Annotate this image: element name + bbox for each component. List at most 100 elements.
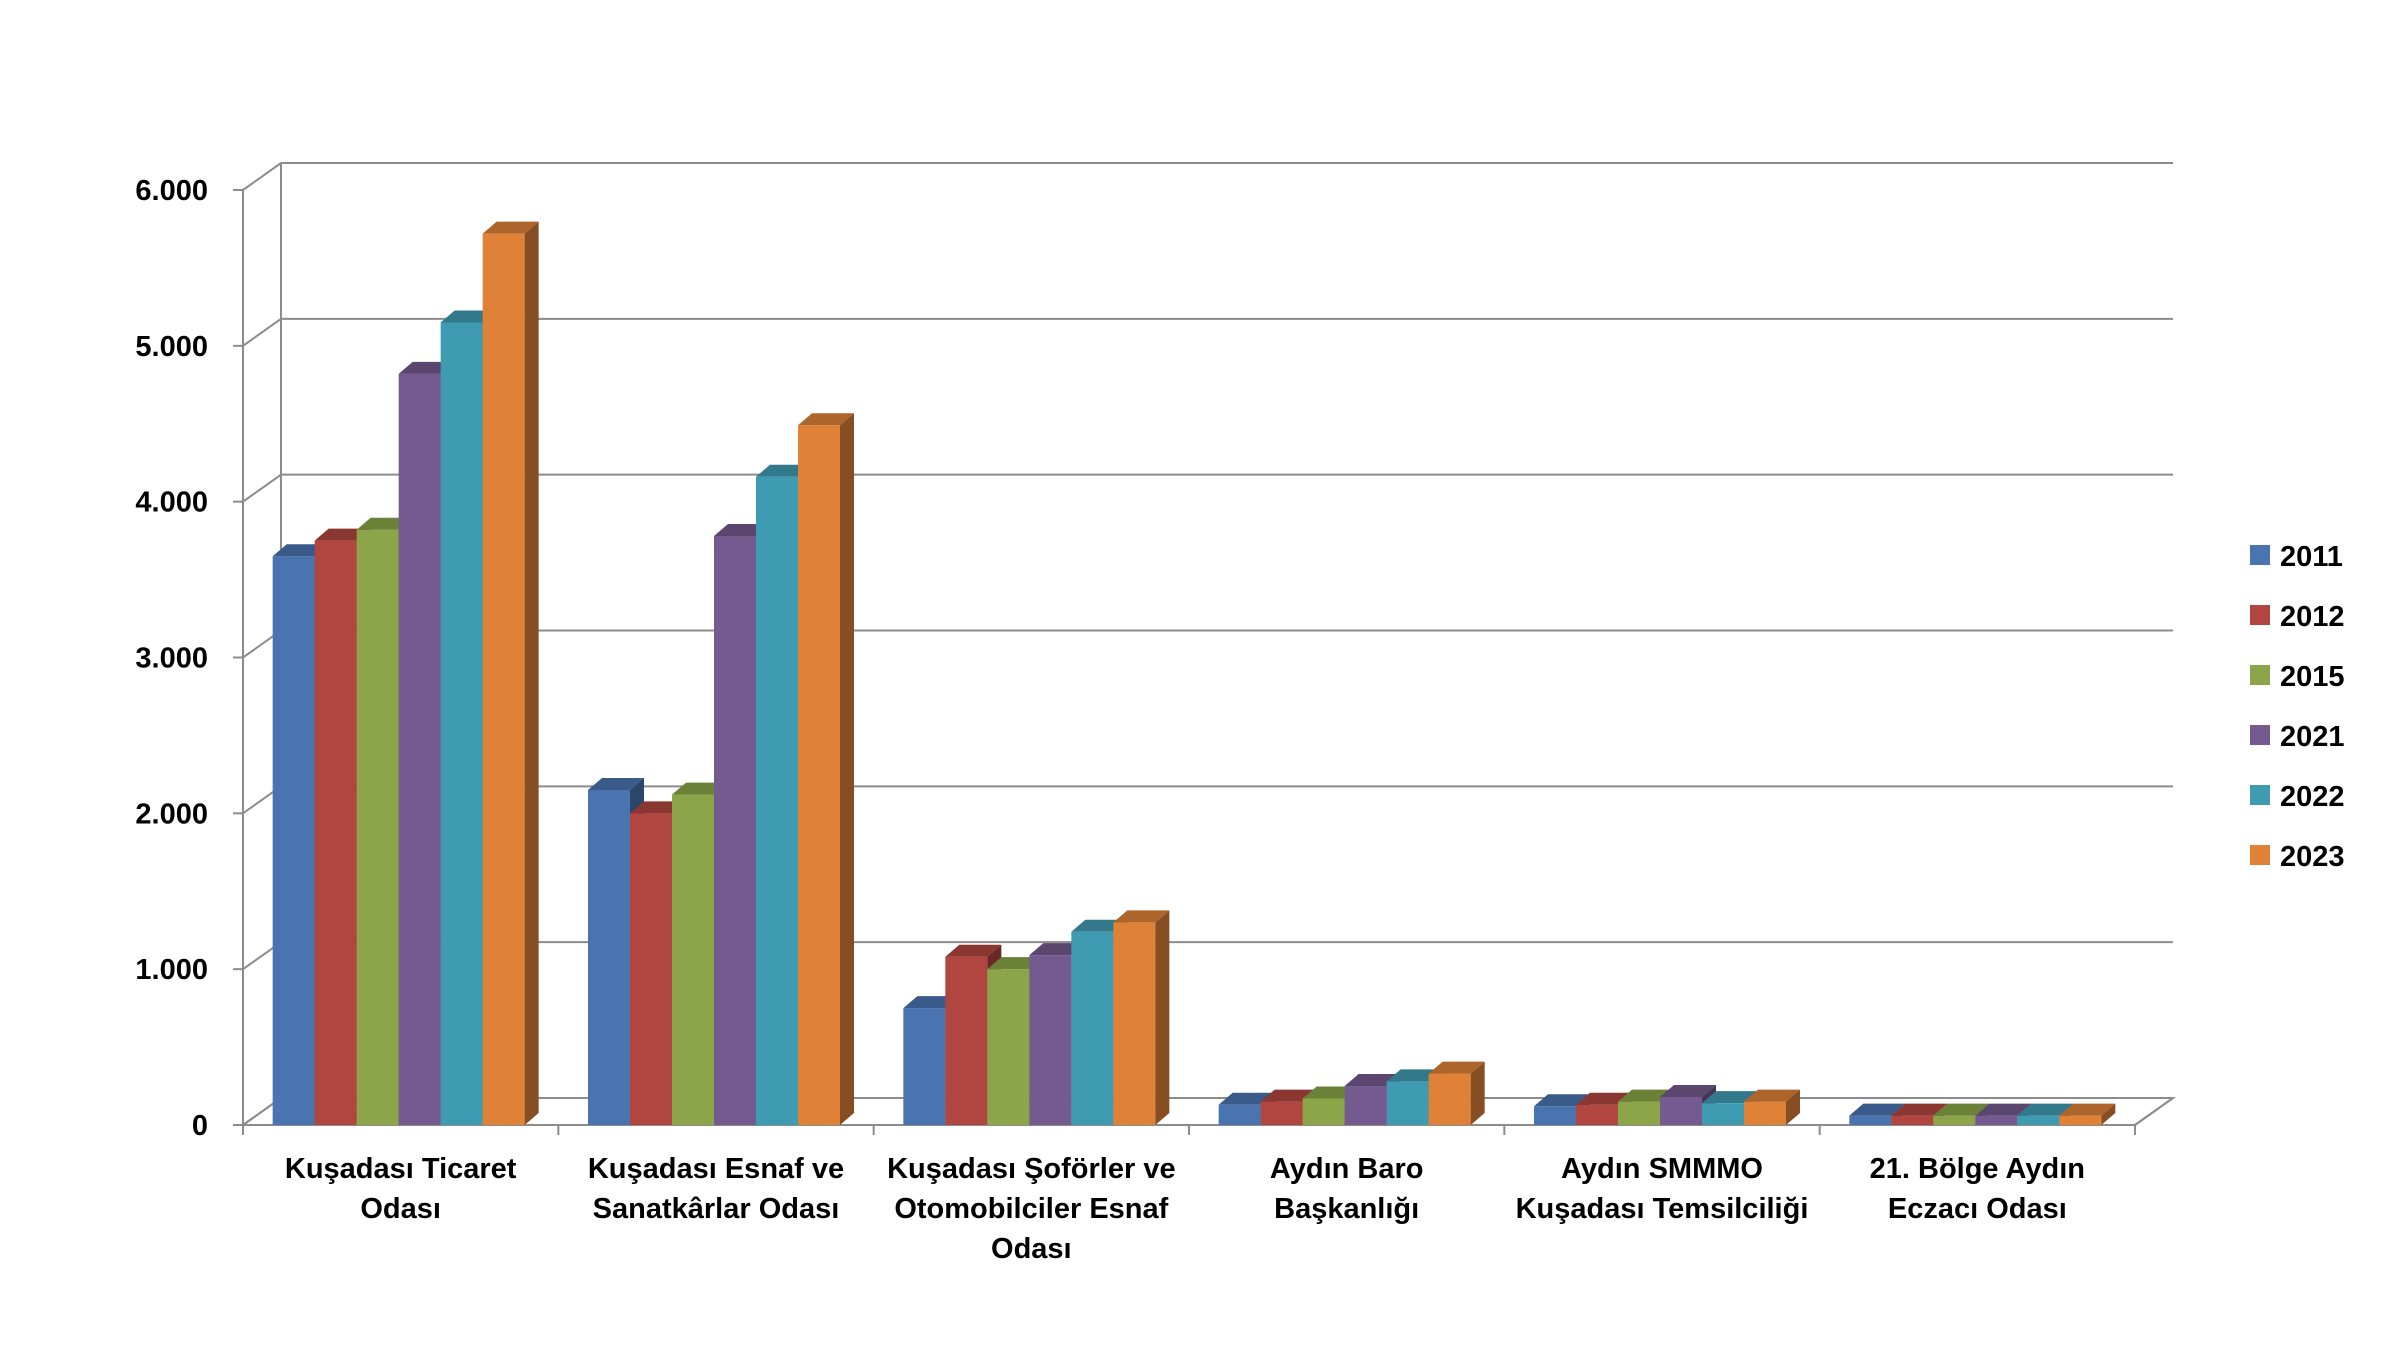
bar-top [1428, 1061, 1485, 1074]
bar-top [588, 777, 644, 790]
y-tick-label: 6.000 [135, 175, 208, 207]
bar-side [2101, 1103, 2116, 1125]
legend-entry: 2012 [2250, 601, 2345, 633]
legend-entry: 2021 [2250, 721, 2345, 753]
legend-label: 2023 [2280, 841, 2345, 873]
gridline-side [242, 473, 282, 503]
x-category-label: 21. Bölge Aydın [1870, 1153, 2085, 1185]
bar-top [798, 413, 854, 426]
x-category-label: Odası [991, 1233, 1072, 1265]
legend-entry: 2022 [2250, 781, 2345, 813]
legend-swatch [2250, 845, 2270, 865]
legend-entry: 2015 [2250, 661, 2345, 693]
bar-front [398, 373, 441, 1126]
bar-front [1071, 931, 1114, 1125]
bar-top [1933, 1103, 1990, 1116]
bar-front [945, 956, 988, 1125]
x-category-label: Odası [360, 1193, 441, 1225]
bar-front [672, 794, 714, 1125]
bar-front [903, 1008, 946, 1125]
bar-front [756, 476, 798, 1125]
bars [272, 221, 2116, 1126]
x-category-label: Aydın SMMMO [1561, 1153, 1763, 1185]
floor-edge [2134, 1097, 2174, 1126]
bar-side [1786, 1089, 1800, 1125]
y-tick-label: 5.000 [135, 331, 208, 363]
bar-front [1702, 1103, 1744, 1125]
legend-label: 2021 [2280, 721, 2345, 753]
bar-2023 [1428, 1061, 1485, 1125]
bar-top [1702, 1091, 1758, 1104]
bar-front [714, 535, 756, 1125]
x-category-label: Sanatkârlar Odası [593, 1193, 840, 1225]
legend-swatch [2250, 785, 2270, 805]
bar-top [1975, 1103, 2032, 1116]
bar-front [1218, 1104, 1261, 1125]
gridline-side [242, 162, 282, 191]
bar-front [1260, 1101, 1303, 1125]
legend: 2011 2012 2015 2021 2022 2023 [2250, 541, 2345, 873]
y-tick-label: 0 [192, 1110, 208, 1142]
bar-front [1576, 1104, 1618, 1125]
bar-front [1386, 1081, 1429, 1125]
legend-label: 2011 [2280, 541, 2343, 573]
bar-top [2017, 1103, 2074, 1116]
gridline-side [242, 318, 282, 347]
bar-front [482, 233, 525, 1126]
bar-2023 [2059, 1103, 2116, 1125]
legend-label: 2022 [2280, 781, 2345, 813]
bar-front [1113, 922, 1156, 1125]
bar-top [945, 944, 1002, 957]
bar-front [1933, 1115, 1976, 1125]
bar-front [630, 813, 672, 1125]
bar-front [1849, 1115, 1892, 1125]
y-tick-label: 4.000 [135, 487, 208, 519]
bar-side [840, 413, 854, 1125]
legend-swatch [2250, 545, 2270, 565]
bar-side [1155, 910, 1170, 1125]
bar-front [1534, 1106, 1576, 1125]
bar-front [1975, 1115, 2018, 1125]
bar-top [1534, 1094, 1590, 1107]
bar-front [1660, 1096, 1702, 1125]
y-tick-label: 2.000 [135, 798, 208, 830]
bar-top [1891, 1103, 1948, 1116]
y-tick-label: 1.000 [135, 954, 208, 986]
bar-top [1113, 910, 1170, 923]
legend-entry: 2011 [2250, 541, 2343, 573]
bar-top [2059, 1103, 2116, 1116]
legend-swatch [2250, 605, 2270, 625]
bar-2023 [1113, 910, 1170, 1125]
legend-entry: 2023 [2250, 841, 2345, 873]
legend-swatch [2250, 725, 2270, 745]
x-category-label: Kuşadası Ticaret [285, 1153, 517, 1185]
bar-front [798, 425, 840, 1125]
bar-top [482, 221, 539, 234]
x-category-label: Başkanlığı [1274, 1193, 1419, 1225]
y-tick-labels: 0 1.000 2.000 3.000 4.000 5.000 6.000 [135, 175, 208, 1142]
bar-front [440, 322, 483, 1125]
y-tick-label: 3.000 [135, 643, 208, 675]
bar-2023 [482, 221, 539, 1126]
bar-front [314, 540, 357, 1125]
bar-front [356, 529, 399, 1125]
x-category-label: Aydın Baro [1270, 1153, 1424, 1185]
bar-front [987, 969, 1030, 1125]
bar-front [272, 556, 315, 1125]
bar-front [1891, 1115, 1934, 1125]
x-category-label: Kuşadası Temsilciliği [1516, 1193, 1809, 1225]
x-category-labels: Kuşadası Ticaret Odası Kuşadası Esnaf ve Sa… [285, 1153, 2085, 1265]
x-category-label: Otomobilciler Esnaf [894, 1193, 1168, 1225]
bar-2023 [798, 413, 854, 1125]
bar-front [1618, 1101, 1660, 1125]
bar-front [1744, 1101, 1786, 1125]
bar-top [1849, 1103, 1906, 1116]
x-category-label: Kuşadası Şoförler ve [887, 1153, 1176, 1185]
bar-front [2017, 1115, 2060, 1125]
bar-front [2059, 1115, 2102, 1125]
bar-side [1470, 1061, 1485, 1125]
legend-swatch [2250, 665, 2270, 685]
bar-top [1744, 1089, 1800, 1102]
x-category-label: Eczacı Odası [1888, 1193, 2067, 1225]
